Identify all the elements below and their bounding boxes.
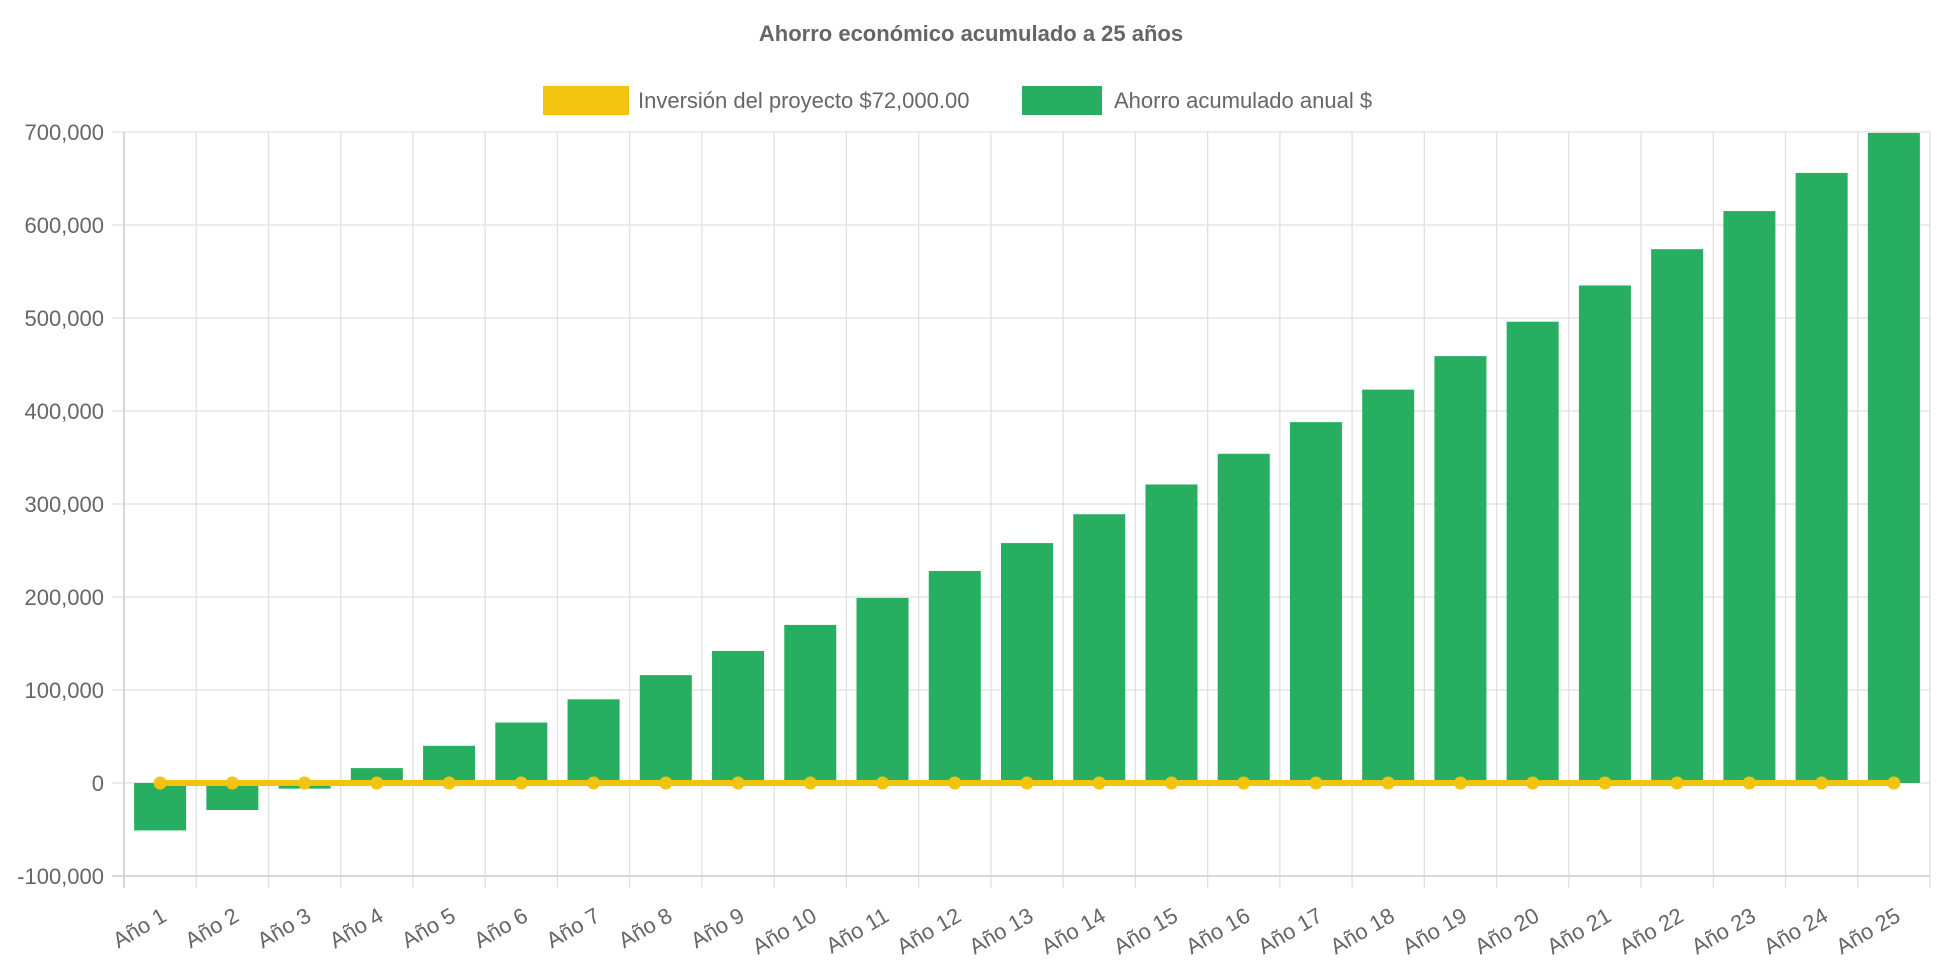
bar bbox=[1217, 453, 1270, 783]
bar bbox=[1362, 389, 1415, 783]
x-tick-label: Año 21 bbox=[1543, 903, 1616, 960]
x-tick-label: Año 4 bbox=[325, 903, 387, 953]
x-axis-ticks: Año 1 Año 2 Año 3 Año 4 Año 5 Año 6 Año 7 Año 8… bbox=[108, 903, 1904, 960]
x-tick-label: Año 22 bbox=[1615, 903, 1688, 960]
line-point bbox=[1742, 776, 1756, 790]
x-tick-label: Año 16 bbox=[1181, 903, 1254, 960]
legend-label: Ahorro acumulado anual $ bbox=[1114, 88, 1372, 113]
line-point bbox=[1237, 776, 1251, 790]
x-tick-label: Año 25 bbox=[1831, 903, 1904, 960]
line-point bbox=[948, 776, 962, 790]
line-point bbox=[1670, 776, 1684, 790]
bar bbox=[1578, 285, 1631, 783]
line-point bbox=[1887, 776, 1901, 790]
x-tick-label: Año 3 bbox=[253, 903, 315, 953]
bar bbox=[567, 699, 620, 783]
bar bbox=[1723, 211, 1776, 784]
legend-swatch bbox=[543, 86, 629, 115]
line-point bbox=[1598, 776, 1612, 790]
bar bbox=[784, 624, 837, 783]
line-point bbox=[1164, 776, 1178, 790]
x-tick-label: Año 10 bbox=[748, 903, 821, 960]
line-point bbox=[1309, 776, 1323, 790]
bar bbox=[1795, 172, 1848, 784]
line-point bbox=[659, 776, 673, 790]
chart-legend: Inversión del proyecto $72,000.00 Ahorro … bbox=[543, 86, 1372, 115]
bar bbox=[350, 768, 403, 783]
x-tick-label: Año 6 bbox=[470, 903, 532, 953]
y-tick-label: 100,000 bbox=[24, 678, 104, 703]
bar-series bbox=[134, 132, 1920, 831]
y-axis-ticks: -100,000 0 100,000 200,000 300,000 400,000 500… bbox=[17, 120, 104, 889]
x-tick-label: Año 20 bbox=[1470, 903, 1543, 960]
y-tick-label: -100,000 bbox=[17, 864, 104, 889]
bar bbox=[495, 722, 548, 783]
x-tick-label: Año 7 bbox=[542, 903, 604, 953]
x-tick-label: Año 2 bbox=[181, 903, 243, 953]
legend-label: Inversión del proyecto $72,000.00 bbox=[638, 88, 969, 113]
y-tick-label: 300,000 bbox=[24, 492, 104, 517]
bar bbox=[1289, 422, 1342, 783]
x-tick-label: Año 19 bbox=[1398, 903, 1471, 960]
line-point bbox=[442, 776, 456, 790]
chart-title: Ahorro económico acumulado a 25 años bbox=[759, 21, 1183, 46]
line-point bbox=[803, 776, 817, 790]
y-tick-label: 0 bbox=[92, 771, 104, 796]
x-tick-label: Año 23 bbox=[1687, 903, 1760, 960]
y-tick-label: 500,000 bbox=[24, 306, 104, 331]
bar bbox=[639, 675, 692, 783]
bar bbox=[1073, 514, 1126, 783]
line-point bbox=[1526, 776, 1540, 790]
bar bbox=[928, 570, 981, 783]
x-tick-label: Año 8 bbox=[614, 903, 676, 953]
line-point bbox=[153, 776, 167, 790]
x-tick-label: Año 18 bbox=[1326, 903, 1399, 960]
line-point bbox=[1020, 776, 1034, 790]
line-series bbox=[153, 776, 1901, 790]
bar bbox=[1434, 356, 1487, 783]
x-tick-label: Año 13 bbox=[965, 903, 1038, 960]
line-point bbox=[876, 776, 890, 790]
x-tick-label: Año 9 bbox=[686, 903, 748, 953]
x-tick-label: Año 15 bbox=[1109, 903, 1182, 960]
line-point bbox=[1092, 776, 1106, 790]
x-tick-label: Año 1 bbox=[108, 903, 170, 953]
x-tick-label: Año 17 bbox=[1254, 903, 1327, 960]
line-point bbox=[1453, 776, 1467, 790]
line-point bbox=[514, 776, 528, 790]
bar bbox=[856, 597, 909, 783]
y-tick-label: 200,000 bbox=[24, 585, 104, 610]
x-tick-label: Año 5 bbox=[397, 903, 459, 953]
x-tick-label: Año 24 bbox=[1759, 903, 1832, 960]
line-point bbox=[1381, 776, 1395, 790]
line-point bbox=[298, 776, 312, 790]
bar bbox=[1867, 132, 1920, 783]
x-tick-label: Año 11 bbox=[822, 903, 893, 959]
line-point bbox=[370, 776, 384, 790]
line-point bbox=[587, 776, 601, 790]
line-point bbox=[225, 776, 239, 790]
grid-lines bbox=[112, 131, 1931, 888]
bar bbox=[712, 650, 765, 783]
bar bbox=[1651, 249, 1704, 783]
bar bbox=[1000, 543, 1054, 783]
x-tick-label: Año 12 bbox=[892, 903, 965, 960]
bar bbox=[1506, 321, 1559, 783]
bar bbox=[1145, 484, 1198, 783]
line-point bbox=[1815, 776, 1829, 790]
x-tick-label: Año 14 bbox=[1037, 903, 1110, 960]
y-tick-label: 700,000 bbox=[24, 120, 104, 145]
y-tick-label: 400,000 bbox=[24, 399, 104, 424]
bar bbox=[134, 783, 187, 831]
legend-swatch bbox=[1022, 86, 1102, 115]
y-tick-label: 600,000 bbox=[24, 213, 104, 238]
line-point bbox=[731, 776, 745, 790]
